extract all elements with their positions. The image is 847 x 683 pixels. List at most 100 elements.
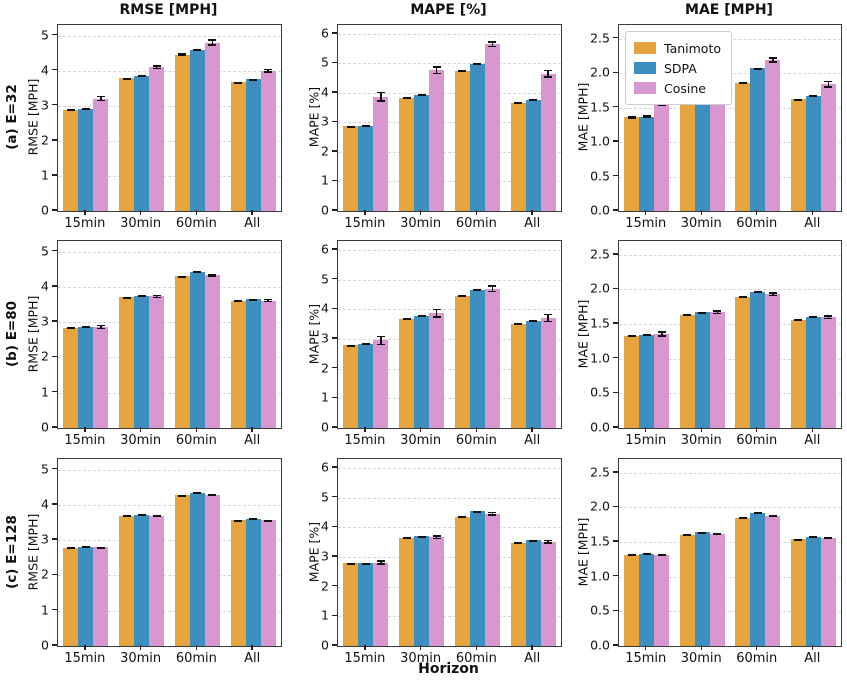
bar-tanimoto <box>119 516 135 646</box>
error-bar-cap-bottom <box>66 327 75 330</box>
plot-area <box>57 458 282 647</box>
legend-label-sdpa: SDPA <box>664 60 697 76</box>
x-tick-mark <box>419 210 422 215</box>
y-tick-label: 4 <box>321 518 329 534</box>
x-tick-mark <box>756 427 758 432</box>
error-bar <box>738 296 747 299</box>
bar-tanimoto <box>454 516 470 646</box>
error-bar <box>753 67 762 70</box>
error-bar-cap-bottom <box>234 520 243 522</box>
error-bar-cap-bottom <box>96 327 105 330</box>
x-tick-label: 30min <box>400 216 442 231</box>
bar-sdpa <box>414 94 430 211</box>
error-bar-cap-top <box>432 66 441 68</box>
x-tick-mark <box>756 645 758 650</box>
error-bar <box>234 81 243 84</box>
gridline <box>619 289 841 291</box>
error-bar-cap-top <box>376 560 385 562</box>
error-bar-cap-bottom <box>376 563 385 565</box>
error-bar-cap-bottom <box>544 320 553 323</box>
gridline <box>58 575 281 577</box>
x-tick-mark <box>251 210 253 215</box>
error-bar <box>642 115 651 118</box>
gridline <box>338 122 561 124</box>
x-tick-label: 30min <box>120 651 162 666</box>
error-bar <box>376 335 385 346</box>
gridline <box>338 527 561 529</box>
error-bar-cap-bottom <box>264 300 273 303</box>
error-bar-cap-bottom <box>81 108 90 111</box>
bar-tanimoto <box>119 297 135 428</box>
error-bar <box>137 75 146 78</box>
chart-panel-b-rmse: (b) E=80 RMSE [MPH] 0 1 2 3 4 5 15min 30min 60mi… <box>4 240 282 448</box>
y-tick-label: 1.0 <box>590 568 610 584</box>
bar-cosine <box>260 300 276 428</box>
bar-cosine <box>540 317 556 428</box>
bar-sdpa <box>134 75 150 211</box>
error-bar-cap-bottom <box>264 520 273 522</box>
gridline <box>619 542 841 544</box>
error-bar-line <box>491 511 494 516</box>
error-bar-cap-bottom <box>417 315 426 317</box>
y-tick-mark <box>613 37 618 39</box>
bar-sdpa <box>639 334 655 428</box>
error-bar <box>458 515 467 518</box>
error-bar-cap-bottom <box>657 554 666 556</box>
gridline <box>338 368 561 370</box>
chart-panel-b-mape: MAPE [%] 0 1 2 3 4 5 6 15min 30min 60min All <box>307 240 562 448</box>
bar-sdpa <box>189 492 205 646</box>
bar-sdpa <box>358 125 374 211</box>
y-axis-label: RMSE [MPH] <box>25 513 41 590</box>
y-tick-mark <box>332 426 337 428</box>
error-bar-cap-top <box>208 39 217 41</box>
error-bar <box>544 313 553 323</box>
error-bar-line <box>155 65 158 70</box>
error-bar <box>458 70 467 73</box>
error-bar <box>361 125 370 128</box>
y-axis-label: MAPE [%] <box>306 521 322 582</box>
error-bar <box>473 289 482 292</box>
x-tick-mark <box>195 210 198 215</box>
y-tick-mark <box>613 575 618 577</box>
chart-panel-c-rmse: (c) E=128 RMSE [MPH] 0 1 2 3 4 5 15min 30min 60m… <box>4 458 282 666</box>
error-bar <box>122 296 131 299</box>
y-tick-mark <box>613 140 618 142</box>
y-tick-label: 4 <box>41 496 49 512</box>
error-bar-cap-bottom <box>96 99 105 102</box>
bar-cosine <box>820 84 836 211</box>
y-tick-mark <box>52 467 57 470</box>
error-bar-line <box>772 292 774 297</box>
x-tick-label: All <box>524 216 541 231</box>
error-bar-cap-bottom <box>794 319 803 322</box>
bar-tanimoto <box>399 319 415 428</box>
error-bar <box>152 515 161 518</box>
error-bar-cap-bottom <box>249 518 258 521</box>
bar-tanimoto <box>343 345 359 428</box>
error-bar-cap-bottom <box>473 511 482 513</box>
bar-sdpa <box>189 271 205 428</box>
error-bar-cap-bottom <box>122 297 131 299</box>
y-tick-mark <box>332 337 337 339</box>
error-bar-cap-bottom <box>249 79 258 81</box>
error-bar-cap-top <box>488 41 497 43</box>
error-bar <box>514 542 523 545</box>
gridline <box>338 279 561 281</box>
bar-tanimoto <box>735 82 751 211</box>
bar-cosine <box>93 98 109 211</box>
error-bar-cap-bottom <box>642 116 651 118</box>
error-bar-cap-bottom <box>432 537 441 540</box>
x-tick-mark <box>811 210 813 215</box>
y-tick-label: 0.5 <box>590 602 610 618</box>
bar-cosine <box>373 340 389 428</box>
x-tick-mark <box>364 210 366 215</box>
y-tick-mark <box>613 174 618 177</box>
x-tick-label: 60min <box>175 651 217 666</box>
error-bar-line <box>827 80 829 88</box>
bar-sdpa <box>469 511 485 646</box>
error-bar <box>657 553 666 556</box>
y-tick-mark <box>52 426 57 428</box>
y-tick-label: 1.0 <box>590 133 610 149</box>
gridline <box>338 63 561 65</box>
gridline <box>338 181 561 183</box>
gridline <box>619 358 841 360</box>
